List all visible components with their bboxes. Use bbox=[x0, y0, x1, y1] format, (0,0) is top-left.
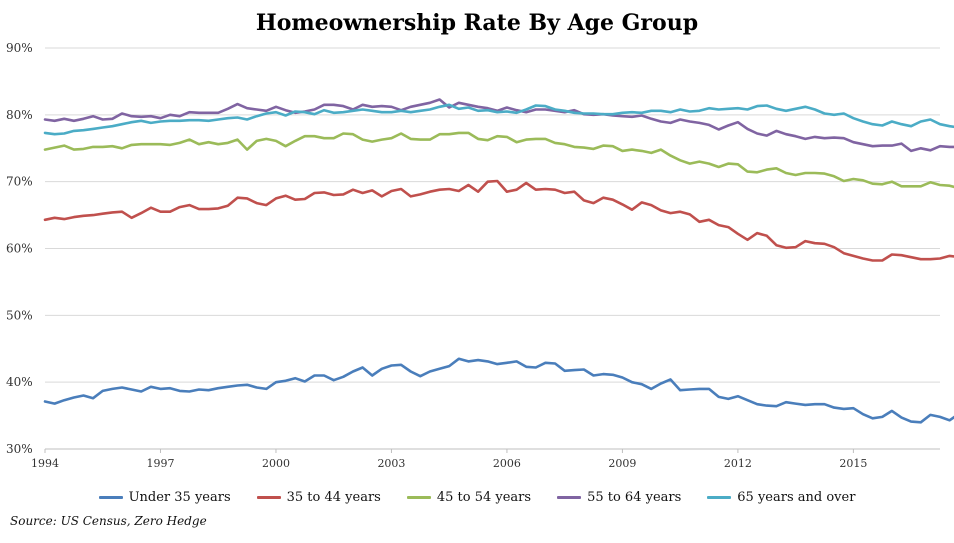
legend-label: 45 to 54 years bbox=[436, 490, 532, 505]
x-tick-label: 1997 bbox=[146, 457, 174, 470]
legend-label: 55 to 64 years bbox=[587, 490, 682, 505]
legend-label: 65 years and over bbox=[737, 490, 856, 505]
legend-item: Under 35 years bbox=[98, 490, 231, 505]
legend-item: 65 years and over bbox=[707, 490, 855, 505]
x-tick-label: 1994 bbox=[31, 457, 59, 470]
legend-label: Under 35 years bbox=[128, 490, 231, 505]
legend: Under 35 years 35 to 44 years 45 to 54 yea… bbox=[0, 490, 954, 505]
y-tick-label: 70% bbox=[6, 175, 33, 189]
x-tick-label: 2012 bbox=[724, 457, 752, 470]
legend-label: 35 to 44 years bbox=[286, 490, 381, 505]
x-tick-label: 2015 bbox=[839, 457, 867, 470]
series-line bbox=[43, 357, 954, 424]
legend-item: 45 to 54 years bbox=[406, 490, 532, 505]
chart-title: Homeownership Rate By Age Group bbox=[255, 10, 699, 36]
legend-swatch bbox=[557, 496, 582, 499]
legend-swatch bbox=[98, 496, 123, 499]
legend-swatch bbox=[406, 496, 431, 499]
y-tick-label: 50% bbox=[6, 308, 33, 322]
legend-item: 55 to 64 years bbox=[557, 490, 681, 505]
y-tick-label: 30% bbox=[6, 442, 33, 456]
legend-item: 35 to 44 years bbox=[256, 490, 381, 505]
series-line bbox=[43, 179, 954, 262]
x-tick-label: 2003 bbox=[377, 457, 405, 470]
y-tick-label: 80% bbox=[6, 108, 33, 122]
y-tick-label: 90% bbox=[6, 41, 33, 55]
legend-swatch bbox=[707, 496, 732, 499]
legend-swatch bbox=[256, 496, 281, 499]
x-tick-label: 2006 bbox=[493, 457, 521, 470]
x-tick-label: 2000 bbox=[262, 457, 290, 470]
series-line bbox=[43, 103, 954, 136]
y-tick-label: 40% bbox=[6, 375, 33, 389]
series-line bbox=[43, 131, 954, 189]
source-note: Source: US Census, Zero Hedge bbox=[10, 514, 207, 528]
y-tick-label: 60% bbox=[6, 242, 33, 256]
x-tick-label: 2009 bbox=[608, 457, 636, 470]
series-line bbox=[43, 98, 954, 153]
